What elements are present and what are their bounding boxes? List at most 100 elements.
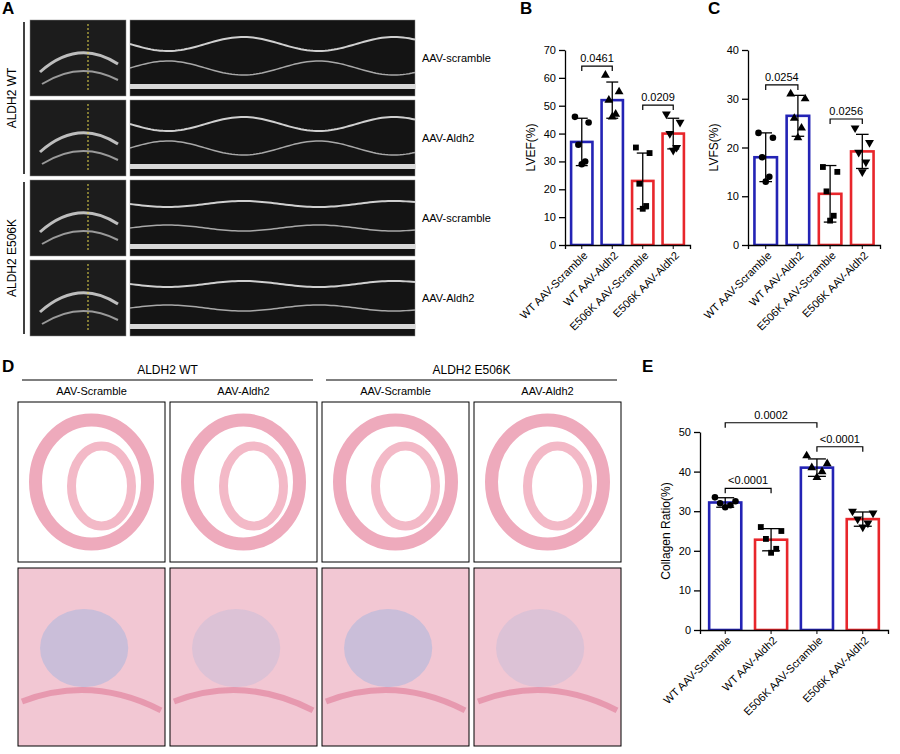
panel-letter: E bbox=[642, 357, 653, 376]
echo-mmode-view bbox=[130, 20, 415, 96]
y-tick: 10 bbox=[544, 211, 565, 223]
data-point bbox=[615, 87, 624, 95]
y-tick-label: 40 bbox=[727, 44, 739, 56]
data-point bbox=[636, 181, 642, 187]
bar bbox=[755, 540, 787, 630]
data-point bbox=[763, 536, 769, 542]
echo-image bbox=[30, 20, 415, 96]
error-bar bbox=[637, 153, 649, 209]
data-point bbox=[869, 511, 878, 519]
panel-letter: B bbox=[520, 0, 532, 18]
y-tick-mark bbox=[559, 245, 565, 246]
heart-section-image bbox=[474, 402, 621, 562]
significance-label: 0.0209 bbox=[641, 91, 675, 103]
data-point bbox=[633, 145, 639, 151]
y-tick-mark bbox=[559, 133, 565, 134]
collagen-area bbox=[344, 609, 432, 687]
significance-bracket bbox=[830, 119, 862, 124]
data-point bbox=[851, 125, 860, 133]
data-point bbox=[773, 546, 779, 552]
x-axis: WT AAV-ScrambleWT AAV-Aldh2E506K AAV-Scr… bbox=[701, 245, 880, 333]
bar bbox=[709, 502, 741, 630]
y-tick: 60 bbox=[544, 72, 565, 84]
x-axis-line bbox=[749, 246, 881, 250]
echo-image bbox=[30, 180, 415, 256]
group-header: ALDH2 WT bbox=[137, 363, 198, 377]
x-tick-mark bbox=[612, 245, 613, 249]
data-point bbox=[768, 550, 774, 556]
y-tick: 0 bbox=[685, 624, 700, 636]
y-tick-mark bbox=[559, 106, 565, 107]
plot-area bbox=[571, 70, 684, 245]
data-point bbox=[853, 517, 862, 525]
tissue-fibre bbox=[22, 690, 161, 710]
heart-section-wall bbox=[36, 420, 148, 544]
x-tick-mark bbox=[725, 630, 726, 634]
error-bar-stem bbox=[770, 529, 771, 551]
column-header: AAV-Scramble bbox=[56, 385, 127, 397]
significance-label: <0.0001 bbox=[728, 474, 768, 486]
x-tick-mark bbox=[797, 245, 798, 249]
y-tick-label: 0 bbox=[685, 624, 691, 636]
data-point bbox=[786, 89, 795, 97]
y-tick-mark bbox=[559, 78, 565, 79]
y-tick-label: 70 bbox=[544, 44, 556, 56]
y-tick: 0 bbox=[550, 239, 565, 251]
significance-bracket bbox=[766, 85, 798, 90]
y-tick-mark bbox=[559, 50, 565, 51]
y-tick-label: 10 bbox=[679, 584, 691, 596]
y-tick-mark bbox=[742, 147, 748, 148]
error-bar-cap bbox=[856, 134, 869, 135]
y-tick-label: 30 bbox=[727, 93, 739, 105]
x-tick-mark bbox=[830, 245, 831, 249]
significance-label: 0.0256 bbox=[829, 105, 863, 117]
bar bbox=[847, 519, 879, 630]
heart-section-wall bbox=[376, 446, 436, 526]
data-point bbox=[854, 150, 863, 158]
error-bar-cap bbox=[854, 511, 872, 512]
x-tick-label: WT AAV-Aldh2 bbox=[747, 249, 806, 308]
y-tick: 50 bbox=[544, 100, 565, 112]
significance-bracket bbox=[725, 423, 817, 428]
magnified-image bbox=[474, 568, 621, 746]
data-point bbox=[790, 113, 799, 121]
data-point bbox=[793, 133, 802, 141]
x-tick-label: WT AAV-Scramble bbox=[661, 634, 733, 706]
data-point bbox=[858, 169, 867, 177]
tissue-fibre bbox=[478, 690, 617, 710]
data-point bbox=[858, 524, 867, 532]
y-tick-mark bbox=[694, 511, 700, 512]
row-label: AAV-Aldh2 bbox=[422, 132, 474, 144]
error-bar bbox=[759, 133, 772, 182]
significance-label: <0.0001 bbox=[820, 433, 860, 445]
y-tick-label: 0 bbox=[550, 239, 556, 251]
data-point bbox=[797, 123, 806, 131]
y-tick: 0 bbox=[733, 239, 748, 251]
y-tick: 20 bbox=[679, 545, 700, 557]
echo-mmode-wall bbox=[130, 117, 415, 131]
significance-bracket bbox=[643, 105, 673, 110]
x-tick: WT AAV-Aldh2 bbox=[747, 245, 806, 308]
y-axis-line bbox=[748, 51, 749, 246]
magnified-image bbox=[322, 568, 469, 746]
data-point bbox=[722, 504, 729, 511]
echo-2d-view bbox=[30, 180, 126, 256]
x-tick-mark bbox=[771, 630, 772, 634]
data-point bbox=[820, 164, 826, 170]
x-axis-line bbox=[566, 246, 691, 250]
x-tick: E506K AAV-Aldh2 bbox=[611, 245, 682, 320]
data-point bbox=[759, 154, 766, 161]
y-axis-title: LVEF(%) bbox=[524, 124, 538, 172]
bar bbox=[663, 134, 684, 245]
echo-2d-view bbox=[30, 20, 126, 96]
x-tick: WT AAV-Aldh2 bbox=[561, 245, 620, 308]
heart-section-wall bbox=[528, 446, 588, 526]
significance-label: 0.0002 bbox=[754, 409, 788, 421]
data-point bbox=[758, 524, 764, 530]
significance-bracket bbox=[725, 488, 771, 493]
y-tick: 50 bbox=[679, 426, 700, 438]
echo-mmode-wall bbox=[130, 37, 415, 51]
heart-section-image bbox=[170, 402, 317, 562]
data-point bbox=[770, 134, 777, 141]
y-tick-mark bbox=[742, 50, 748, 51]
